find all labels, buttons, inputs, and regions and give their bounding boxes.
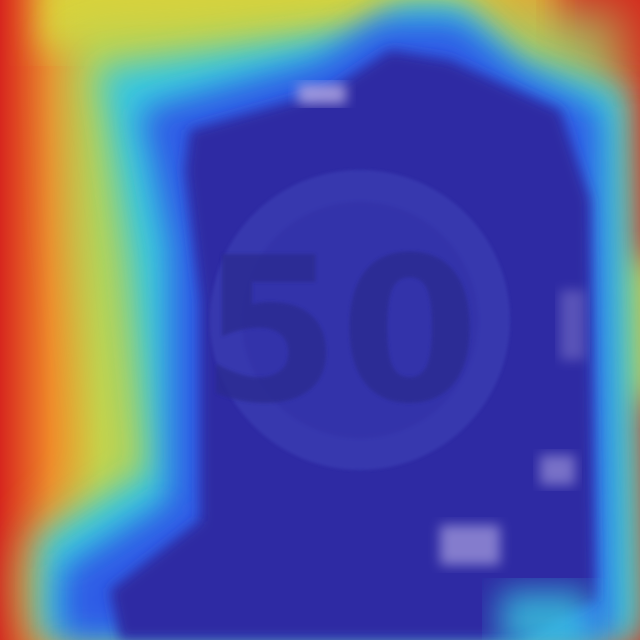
highlight-top	[298, 84, 346, 104]
highlight-bottom	[440, 525, 500, 565]
sign-disc-inner	[242, 202, 478, 438]
highlight-right-2	[560, 290, 585, 360]
sign-speed-limit-text: 50	[201, 215, 479, 448]
highlight-right	[540, 455, 575, 485]
heat-bleed-bottom-right	[500, 590, 590, 640]
